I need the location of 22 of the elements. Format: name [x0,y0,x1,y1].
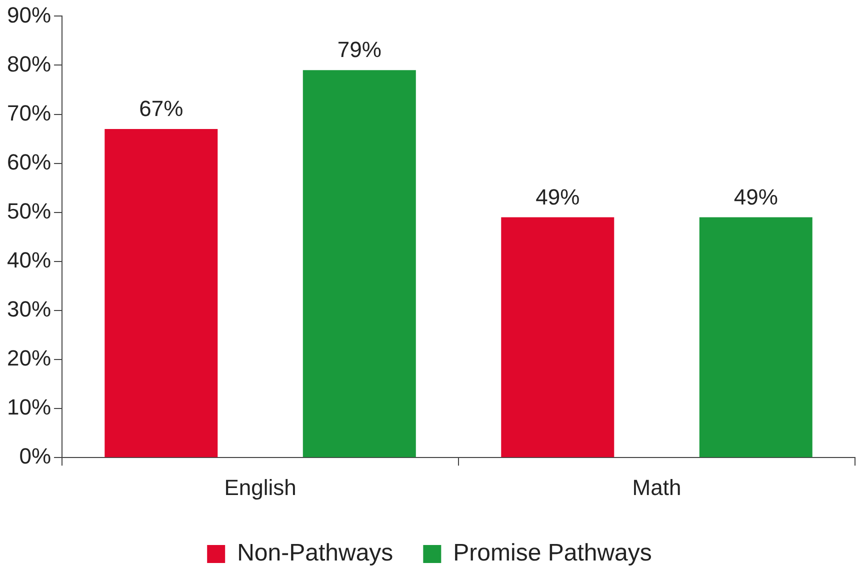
y-tick-label: 30% [6,296,52,322]
y-tick-label: 0% [19,444,52,469]
y-tick-label: 90% [6,2,52,28]
y-tick-label: 50% [6,198,52,224]
x-tick-label: English [224,474,296,500]
bar [699,217,812,458]
y-tick-label: 40% [6,247,52,272]
y-tick-label: 70% [6,100,52,126]
x-tick-label: Math [632,474,682,500]
bar [302,70,416,458]
legend-label: Non-Pathways [237,540,394,567]
data-label: 49% [536,184,580,210]
data-label: 79% [337,37,382,62]
y-tick-label: 60% [6,149,52,174]
data-label: 67% [139,96,184,122]
y-tick-label: 80% [6,51,52,76]
bar [104,129,218,458]
y-tick-label: 20% [6,346,52,371]
legend-label: Promise Pathways [453,540,652,567]
bar [501,217,614,458]
data-label: 49% [734,184,778,210]
y-tick-label: 10% [6,394,52,420]
